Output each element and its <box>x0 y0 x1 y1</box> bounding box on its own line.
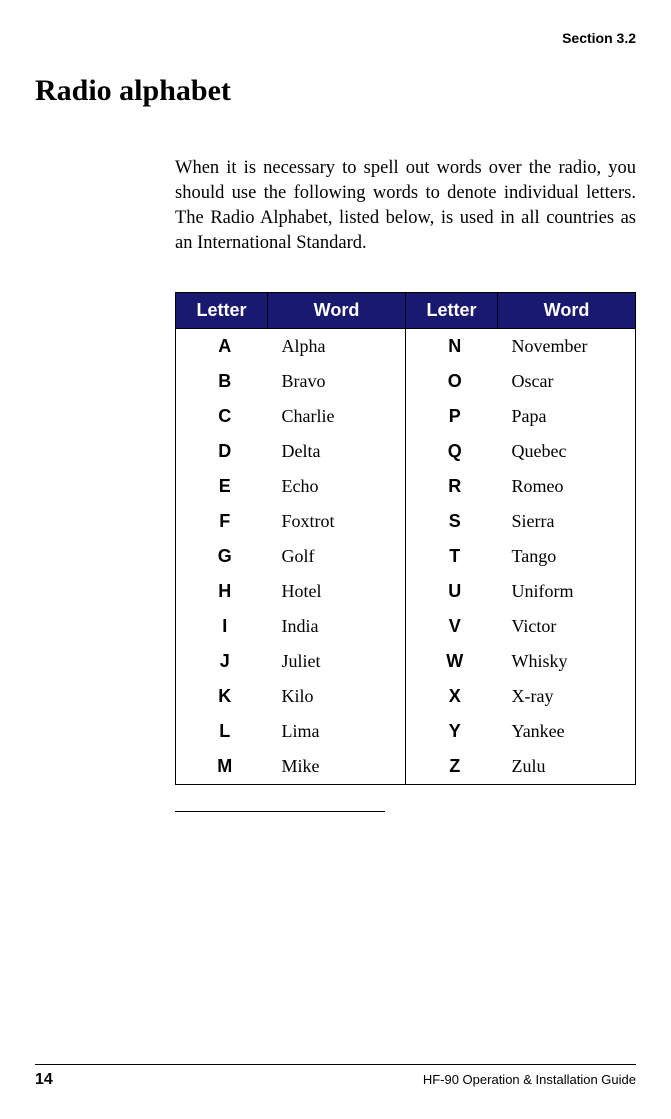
table-cell-letter: U <box>406 574 498 609</box>
table-cell-word: Quebec <box>498 434 636 469</box>
table-cell-letter: V <box>406 609 498 644</box>
table-cell-letter: O <box>406 364 498 399</box>
table-cell-letter: L <box>176 714 268 749</box>
table-cell-word: Whisky <box>498 644 636 679</box>
footer-doc-title: HF-90 Operation & Installation Guide <box>423 1072 636 1087</box>
intro-paragraph: When it is necessary to spell out words … <box>175 156 636 256</box>
table-cell-word: X-ray <box>498 679 636 714</box>
table-row: I India V Victor <box>176 609 636 644</box>
table-cell-letter: W <box>406 644 498 679</box>
table-body: A Alpha N November B Bravo O Oscar C Cha… <box>176 328 636 784</box>
table-cell-word: Yankee <box>498 714 636 749</box>
table-header-word: Word <box>498 292 636 328</box>
table-row: C Charlie P Papa <box>176 399 636 434</box>
table-cell-word: Echo <box>268 469 406 504</box>
table-cell-letter: C <box>176 399 268 434</box>
table-header-letter: Letter <box>176 292 268 328</box>
table-cell-word: Golf <box>268 539 406 574</box>
table-row: H Hotel U Uniform <box>176 574 636 609</box>
table-row: M Mike Z Zulu <box>176 749 636 785</box>
table-cell-word: Bravo <box>268 364 406 399</box>
table-row: B Bravo O Oscar <box>176 364 636 399</box>
table-cell-word: Zulu <box>498 749 636 785</box>
table-cell-word: Oscar <box>498 364 636 399</box>
table-cell-word: Alpha <box>268 328 406 364</box>
table-cell-letter: K <box>176 679 268 714</box>
section-end-rule <box>175 811 385 812</box>
table-cell-letter: X <box>406 679 498 714</box>
table-cell-word: Charlie <box>268 399 406 434</box>
table-cell-letter: F <box>176 504 268 539</box>
table-row: A Alpha N November <box>176 328 636 364</box>
table-cell-word: Mike <box>268 749 406 785</box>
table-cell-word: Delta <box>268 434 406 469</box>
table-cell-letter: Z <box>406 749 498 785</box>
table-cell-word: Lima <box>268 714 406 749</box>
table-cell-letter: P <box>406 399 498 434</box>
table-row: F Foxtrot S Sierra <box>176 504 636 539</box>
table-cell-word: Romeo <box>498 469 636 504</box>
table-cell-letter: T <box>406 539 498 574</box>
table-cell-letter: I <box>176 609 268 644</box>
table-cell-word: Tango <box>498 539 636 574</box>
table-row: D Delta Q Quebec <box>176 434 636 469</box>
table-cell-word: Hotel <box>268 574 406 609</box>
table-cell-letter: N <box>406 328 498 364</box>
alphabet-table: Letter Word Letter Word A Alpha N Novemb… <box>175 292 636 785</box>
table-cell-word: Juliet <box>268 644 406 679</box>
table-cell-word: Kilo <box>268 679 406 714</box>
table-cell-word: India <box>268 609 406 644</box>
table-header-word: Word <box>268 292 406 328</box>
table-header-row: Letter Word Letter Word <box>176 292 636 328</box>
table-cell-letter: E <box>176 469 268 504</box>
table-row: J Juliet W Whisky <box>176 644 636 679</box>
table-row: E Echo R Romeo <box>176 469 636 504</box>
table-row: G Golf T Tango <box>176 539 636 574</box>
table-cell-letter: H <box>176 574 268 609</box>
table-cell-word: November <box>498 328 636 364</box>
table-row: K Kilo X X-ray <box>176 679 636 714</box>
table-header-letter: Letter <box>406 292 498 328</box>
table-cell-letter: R <box>406 469 498 504</box>
table-cell-letter: J <box>176 644 268 679</box>
table-cell-letter: A <box>176 328 268 364</box>
table-cell-word: Uniform <box>498 574 636 609</box>
table-cell-word: Victor <box>498 609 636 644</box>
table-cell-word: Foxtrot <box>268 504 406 539</box>
page-title: Radio alphabet <box>35 74 636 108</box>
table-cell-letter: B <box>176 364 268 399</box>
table-cell-letter: D <box>176 434 268 469</box>
table-cell-word: Sierra <box>498 504 636 539</box>
document-page: Section 3.2 Radio alphabet When it is ne… <box>0 0 671 1119</box>
table-cell-word: Papa <box>498 399 636 434</box>
alphabet-table-wrap: Letter Word Letter Word A Alpha N Novemb… <box>175 292 636 785</box>
table-cell-letter: Q <box>406 434 498 469</box>
section-label: Section 3.2 <box>35 30 636 46</box>
page-number: 14 <box>35 1071 53 1089</box>
table-cell-letter: G <box>176 539 268 574</box>
table-cell-letter: S <box>406 504 498 539</box>
table-row: L Lima Y Yankee <box>176 714 636 749</box>
table-cell-letter: Y <box>406 714 498 749</box>
table-cell-letter: M <box>176 749 268 785</box>
page-footer: 14 HF-90 Operation & Installation Guide <box>35 1064 636 1089</box>
